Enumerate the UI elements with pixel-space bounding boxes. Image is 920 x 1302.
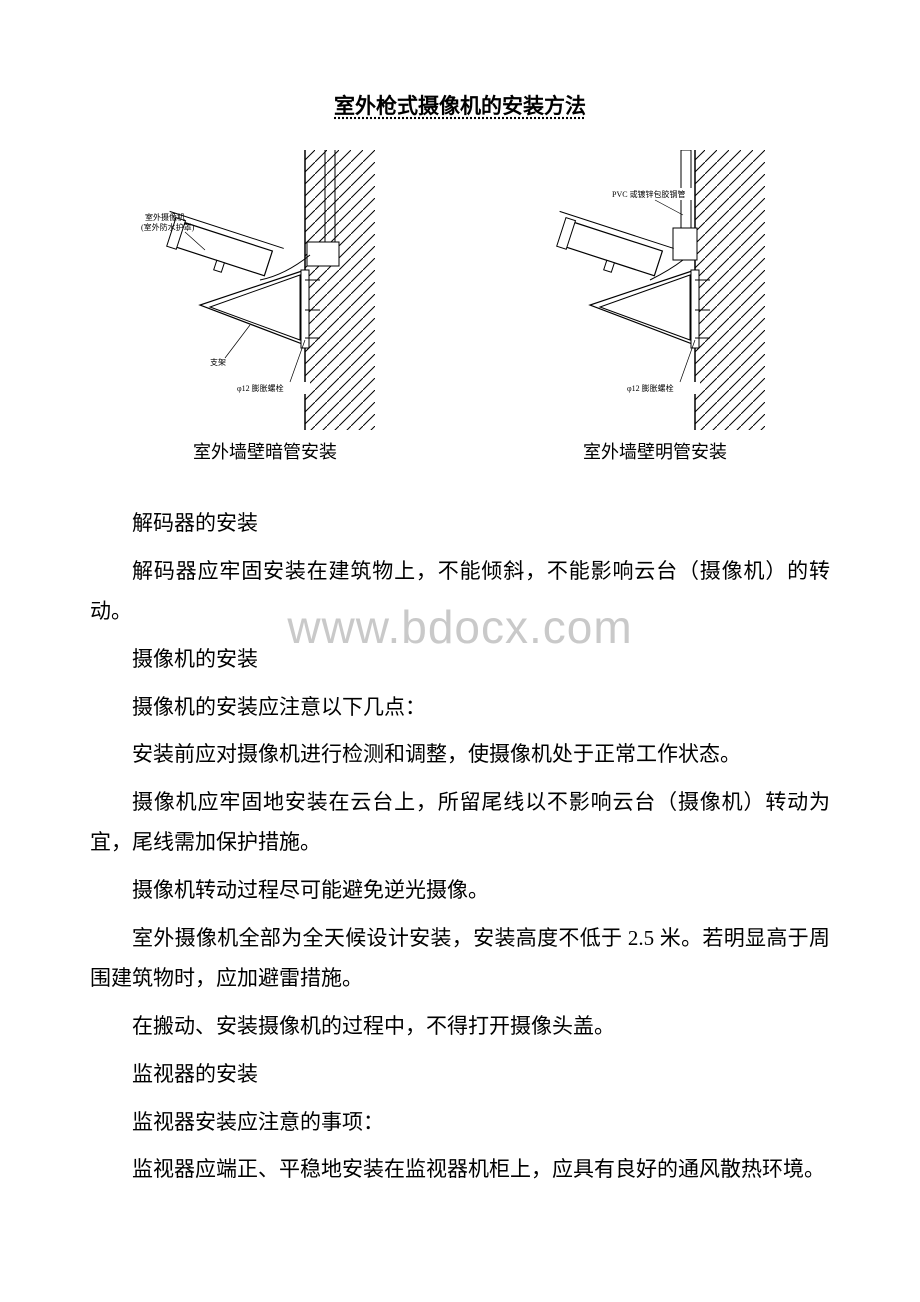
label-camera2: (室外防水护罩) [141,222,195,232]
para-10: 监视器的安装 [90,1055,830,1095]
label-pipe: PVC 或镀锌包胶钢管 [612,189,686,199]
label-camera: 室外摄像机 [145,212,185,222]
para-12: 监视器应端正、平稳地安装在监视器机柜上，应具有良好的通风散热环境。 [90,1150,830,1190]
para-6: 摄像机应牢固地安装在云台上，所留尾线以不影响云台（摄像机）转动为宜，尾线需加保护… [90,783,830,863]
para-2: 解码器应牢固安装在建筑物上，不能倾斜，不能影响云台（摄像机）的转动。 [90,552,830,632]
para-11: 监视器安装应注意的事项： [90,1103,830,1143]
para-7: 摄像机转动过程尽可能避免逆光摄像。 [90,871,830,911]
label-bolt-l: φ12 膨胀螺栓 [237,383,284,393]
para-8: 室外摄像机全部为全天候设计安装，安装高度不低于 2.5 米。若明显高于周围建筑物… [90,919,830,999]
page-title: 室外枪式摄像机的安装方法 [90,90,830,120]
diagram-right: PVC 或镀锌包胶钢管 φ12 膨胀螺栓 室外墙壁明管安装 [525,150,785,464]
diagram-left: 室外摄像机 (室外防水护罩) 支架 φ12 膨胀螺栓 室外墙壁暗管安装 [135,150,395,464]
para-1: 解码器的安装 [90,504,830,544]
diagram-left-svg: 室外摄像机 (室外防水护罩) 支架 φ12 膨胀螺栓 [135,150,395,430]
diagram-left-caption: 室外墙壁暗管安装 [193,438,337,464]
para-9: 在搬动、安装摄像机的过程中，不得打开摄像头盖。 [90,1007,830,1047]
para-5: 安装前应对摄像机进行检测和调整，使摄像机处于正常工作状态。 [90,735,830,775]
para-3: 摄像机的安装 [90,640,830,680]
diagram-row: 室外摄像机 (室外防水护罩) 支架 φ12 膨胀螺栓 室外墙壁暗管安装 [90,150,830,464]
page-content: 室外枪式摄像机的安装方法 [90,90,830,1190]
diagram-right-caption: 室外墙壁明管安装 [583,438,727,464]
para-4: 摄像机的安装应注意以下几点： [90,688,830,728]
label-bracket: 支架 [210,357,226,367]
diagram-right-svg: PVC 或镀锌包胶钢管 φ12 膨胀螺栓 [525,150,785,430]
label-bolt-r: φ12 膨胀螺栓 [627,383,674,393]
